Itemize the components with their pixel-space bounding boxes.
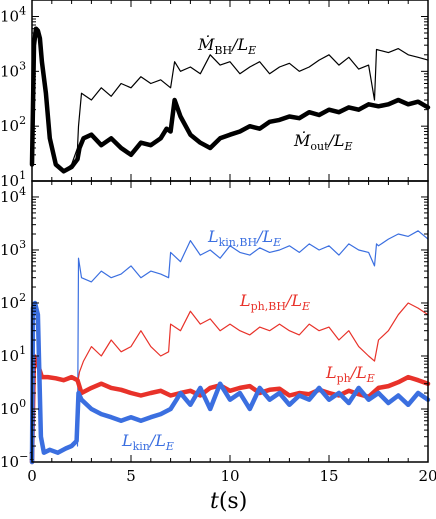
bottom-y-tick-label: 101: [0, 344, 26, 365]
annotation-mdot-bh: ṀBH/LE: [197, 34, 256, 57]
bottom-y-tick-label: 104: [0, 185, 26, 206]
top-y-tick-label: 101: [0, 169, 26, 190]
x-tick-label: 0: [27, 467, 37, 485]
top-series-layer: [29, 26, 431, 174]
top-y-tick-label: 102: [0, 114, 26, 135]
top-ticks-layer: 101 102 103 104: [0, 0, 429, 190]
x-tick-label: 20: [418, 467, 436, 485]
top-series-line-1: [29, 26, 431, 174]
annotation-l-kin: Lkin/LE: [121, 431, 174, 453]
bottom-series-line-3: [29, 300, 431, 465]
annotation-l-kin-bh: Lkin,BH/LE: [207, 227, 281, 249]
annotation-mdot-out: Ṁout/LE: [293, 130, 353, 153]
top-panel: 101 102 103 104 ṀBH/LE Ṁout/LE: [0, 0, 431, 190]
x-tick-label: 5: [126, 467, 136, 485]
bottom-series-layer: [29, 230, 431, 465]
x-tick-label: 15: [319, 467, 338, 485]
x-tick-label: 10: [220, 467, 239, 485]
bottom-y-tick-label: 102: [0, 291, 26, 312]
top-y-tick-label: 104: [0, 5, 26, 26]
bottom-series-line-0: [76, 230, 429, 447]
bottom-series-line-1: [76, 302, 429, 385]
annotation-l-ph: Lph/LE: [325, 363, 375, 385]
bottom-y-tick-label: 103: [0, 238, 26, 259]
top-y-tick-label: 103: [0, 59, 26, 80]
annotation-l-ph-bh: Lph,BH/LE: [239, 291, 310, 313]
top-axes-frame: [31, 0, 429, 182]
x-axis-label: t(s): [210, 489, 247, 514]
bottom-y-tick-label: 100: [0, 397, 26, 418]
bottom-axes-frame: [31, 180, 429, 463]
